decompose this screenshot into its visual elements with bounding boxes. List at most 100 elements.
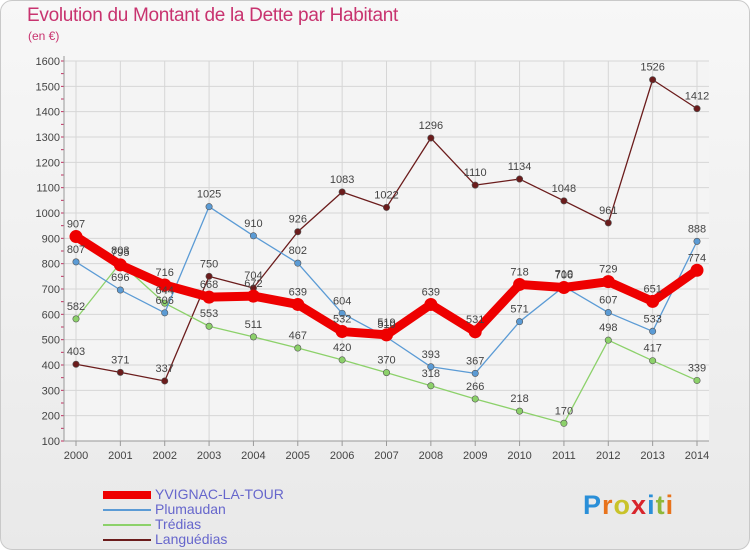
x-tick-label: 2009 [463, 450, 487, 462]
data-label: 750 [200, 258, 218, 270]
data-label: 607 [599, 295, 617, 307]
data-point [382, 203, 390, 211]
legend-item-tredias[interactable]: Trédias [103, 516, 403, 532]
data-label: 803 [111, 245, 129, 257]
chart-title: Evolution du Montant de la Dette par Hab… [27, 5, 398, 26]
data-point [161, 377, 169, 385]
x-tick-label: 2014 [685, 450, 709, 462]
x-tick-label: 2012 [596, 450, 620, 462]
x-tick-label: 2002 [152, 450, 176, 462]
data-point [158, 278, 172, 292]
data-label: 718 [510, 266, 528, 278]
data-label: 403 [67, 346, 85, 358]
data-label: 553 [200, 308, 218, 320]
data-point [291, 297, 305, 311]
legend-swatch-languedias [103, 539, 151, 541]
data-point [604, 309, 612, 317]
data-point [246, 289, 260, 303]
data-label: 696 [111, 272, 129, 284]
data-label: 582 [67, 301, 85, 313]
data-point [604, 219, 612, 227]
y-tick-label: 1200 [36, 157, 60, 169]
data-point [294, 228, 302, 236]
x-tick-label: 2005 [286, 450, 310, 462]
y-tick-label: 500 [42, 335, 60, 347]
data-label: 417 [643, 343, 661, 355]
data-label: 218 [510, 393, 528, 405]
legend-item-plumaudan[interactable]: Plumaudan [103, 501, 403, 517]
data-point [513, 277, 527, 291]
data-label: 1526 [640, 62, 664, 74]
legend-item-languedias[interactable]: Languédias [103, 531, 403, 547]
data-point [471, 395, 479, 403]
data-point [516, 407, 524, 415]
data-label: 533 [643, 313, 661, 325]
data-label: 802 [289, 245, 307, 257]
data-point [116, 286, 124, 294]
data-point [690, 263, 704, 277]
data-label: 604 [333, 295, 351, 307]
y-tick-label: 1000 [36, 208, 60, 220]
data-label: 795 [111, 247, 129, 259]
data-point [649, 357, 657, 365]
legend-label-languedias: Languédias [155, 531, 228, 547]
data-point [161, 309, 169, 317]
data-point [693, 105, 701, 113]
data-label: 532 [333, 314, 351, 326]
data-point [516, 318, 524, 326]
data-point [471, 181, 479, 189]
x-tick-label: 2011 [552, 450, 576, 462]
data-label: 774 [688, 252, 706, 264]
data-label: 371 [111, 354, 129, 366]
data-point [294, 259, 302, 267]
data-point [427, 363, 435, 371]
legend-item-yvignac[interactable]: YVIGNAC-LA-TOUR [103, 486, 403, 502]
x-tick-label: 2007 [374, 450, 398, 462]
data-label: 639 [289, 286, 307, 298]
data-label: 644 [156, 285, 174, 297]
data-label: 651 [643, 283, 661, 295]
data-label: 318 [422, 368, 440, 380]
x-tick-label: 2008 [419, 450, 443, 462]
data-label: 672 [244, 278, 262, 290]
data-point [601, 275, 615, 289]
y-tick-label: 100 [42, 436, 60, 448]
legend-swatch-tredias [103, 524, 151, 526]
data-point [427, 134, 435, 142]
data-point [294, 344, 302, 352]
x-tick-label: 2003 [197, 450, 221, 462]
proxiti-logo: Proxiti [583, 490, 674, 521]
logo-letter: P [583, 490, 603, 520]
data-point [471, 369, 479, 377]
x-tick-label: 2006 [330, 450, 354, 462]
data-point [646, 294, 660, 308]
data-label: 1022 [374, 189, 398, 201]
data-point [116, 368, 124, 376]
logo-letter: x [631, 490, 648, 520]
data-label: 639 [422, 286, 440, 298]
legend-swatch-yvignac [103, 491, 151, 499]
legend-label-tredias: Trédias [155, 516, 202, 532]
data-point [338, 309, 346, 317]
data-label: 337 [156, 363, 174, 375]
data-point [335, 325, 349, 339]
data-point [69, 230, 83, 244]
data-label: 1134 [508, 161, 532, 173]
chart-subtitle: (en €) [28, 29, 60, 43]
logo-letter: i [647, 490, 656, 520]
y-tick-label: 1500 [36, 81, 60, 93]
data-label: 1110 [464, 167, 487, 179]
data-label: 710 [555, 268, 573, 280]
logo-letter: o [613, 490, 632, 520]
legend-swatch-plumaudan [103, 509, 151, 511]
data-label: 1296 [419, 120, 443, 132]
data-label: 510 [377, 319, 395, 331]
data-point [338, 356, 346, 364]
data-point [205, 272, 213, 280]
data-point [424, 297, 438, 311]
data-point [249, 232, 257, 240]
data-label: 1083 [330, 174, 354, 186]
y-tick-label: 300 [42, 385, 60, 397]
